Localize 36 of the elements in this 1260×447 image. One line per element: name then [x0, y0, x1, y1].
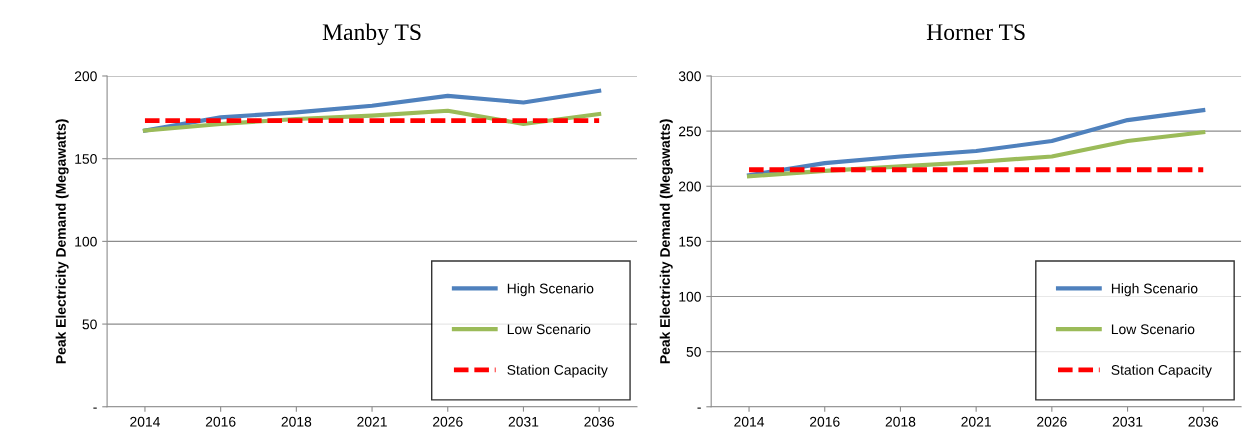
- y-axis-title: Peak Electricity Demand (Megawatts): [659, 119, 673, 364]
- y-tick-label: 200: [74, 71, 97, 82]
- x-tick-label: 2016: [205, 416, 236, 427]
- y-tick-label: -: [93, 407, 97, 409]
- y-tick-label: -: [697, 407, 701, 409]
- x-tick-label: 2026: [1037, 416, 1067, 427]
- legend-label: Low Scenario: [507, 323, 591, 335]
- y-tick-label: 150: [75, 154, 97, 164]
- chart-title: Horner TS: [926, 24, 1025, 41]
- y-tick-label: 150: [679, 236, 701, 247]
- y-tick-label: 300: [678, 71, 701, 82]
- x-tick-label: 2036: [584, 416, 614, 427]
- legend-label: Low Scenario: [1111, 323, 1195, 335]
- y-axis-title: Peak Electricity Demand (Megawatts): [55, 119, 69, 364]
- y-tick-label: 50: [686, 346, 701, 357]
- x-tick-label: 2016: [810, 416, 840, 427]
- x-tick-label: 2018: [281, 416, 312, 427]
- legend-label: Station Capacity: [507, 364, 608, 378]
- y-tick-label: 200: [679, 181, 701, 192]
- legend-label: High Scenario: [1111, 283, 1198, 297]
- x-tick-label: 2021: [961, 416, 991, 427]
- x-tick-label: 2014: [130, 416, 160, 427]
- x-tick-label: 2026: [433, 416, 463, 427]
- chart-title: Manby TS: [322, 23, 421, 45]
- legend-label: Station Capacity: [1111, 364, 1212, 378]
- y-tick-label: 250: [679, 126, 701, 137]
- y-tick-label: 100: [75, 236, 97, 247]
- x-tick-label: 2014: [734, 416, 765, 427]
- x-tick-label: 2031: [508, 416, 539, 427]
- x-tick-label: 2021: [357, 416, 387, 427]
- x-tick-label: 2031: [1112, 416, 1143, 427]
- legend-label: High Scenario: [507, 283, 594, 297]
- x-tick-label: 2036: [1188, 416, 1219, 427]
- x-tick-label: 2018: [885, 416, 916, 427]
- y-tick-label: 50: [82, 319, 97, 330]
- y-tick-label: 100: [679, 291, 701, 302]
